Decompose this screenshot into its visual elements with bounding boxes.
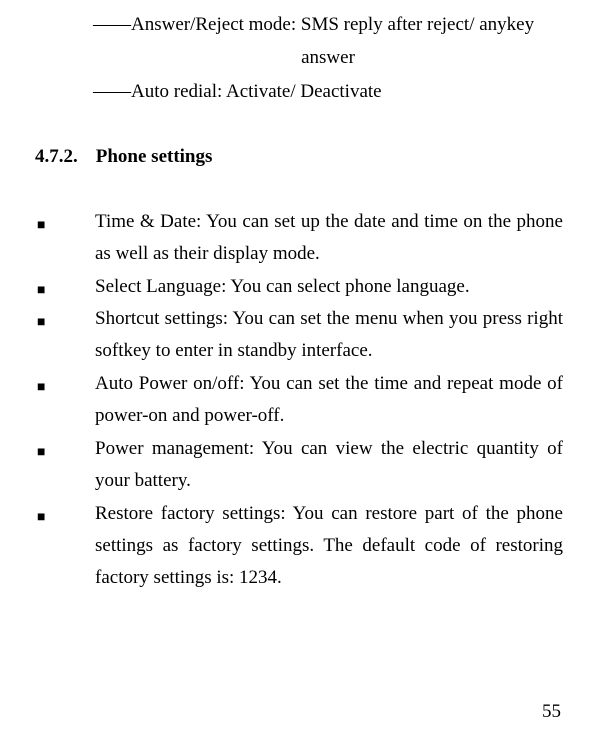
list-item: ■ Select Language: You can select phone … [35,271,563,303]
section-heading: 4.7.2. Phone settings [35,146,563,168]
section-number: 4.7.2. [35,146,78,168]
preline-2: answer [93,41,563,74]
list-item-text: Shortcut settings: You can set the menu … [95,303,563,367]
preline-3: ――Auto redial: Activate/ Deactivate [93,75,563,108]
list-item-text: Restore factory settings: You can restor… [95,498,563,594]
list-item: ■ Power management: You can view the ele… [35,433,563,497]
list-item-text: Select Language: You can select phone la… [95,271,563,303]
preline-1: ――Answer/Reject mode: SMS reply after re… [93,8,563,41]
list-item-text: Auto Power on/off: You can set the time … [95,368,563,432]
section-title: Phone settings [96,146,213,168]
page-number: 55 [542,701,561,723]
list-item-text: Time & Date: You can set up the date and… [95,206,563,270]
square-bullet-icon: ■ [35,271,95,303]
square-bullet-icon: ■ [35,303,95,335]
square-bullet-icon: ■ [35,433,95,465]
square-bullet-icon: ■ [35,498,95,530]
list-item: ■ Auto Power on/off: You can set the tim… [35,368,563,432]
list-item-text: Power management: You can view the elect… [95,433,563,497]
square-bullet-icon: ■ [35,206,95,238]
square-bullet-icon: ■ [35,368,95,400]
list-item: ■ Time & Date: You can set up the date a… [35,206,563,270]
list-item: ■ Restore factory settings: You can rest… [35,498,563,594]
bullet-list: ■ Time & Date: You can set up the date a… [35,206,563,594]
list-item: ■ Shortcut settings: You can set the men… [35,303,563,367]
